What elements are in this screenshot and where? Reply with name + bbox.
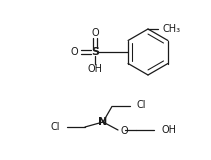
Text: Cl: Cl [50,122,60,132]
Text: O: O [91,28,99,38]
Text: CH₃: CH₃ [163,24,181,34]
Text: O: O [70,47,78,57]
Text: OH: OH [162,125,177,135]
Text: O: O [121,126,129,136]
Text: OH: OH [88,64,103,74]
Text: Cl: Cl [137,100,146,110]
Text: S: S [91,47,99,57]
Text: N: N [98,117,108,127]
